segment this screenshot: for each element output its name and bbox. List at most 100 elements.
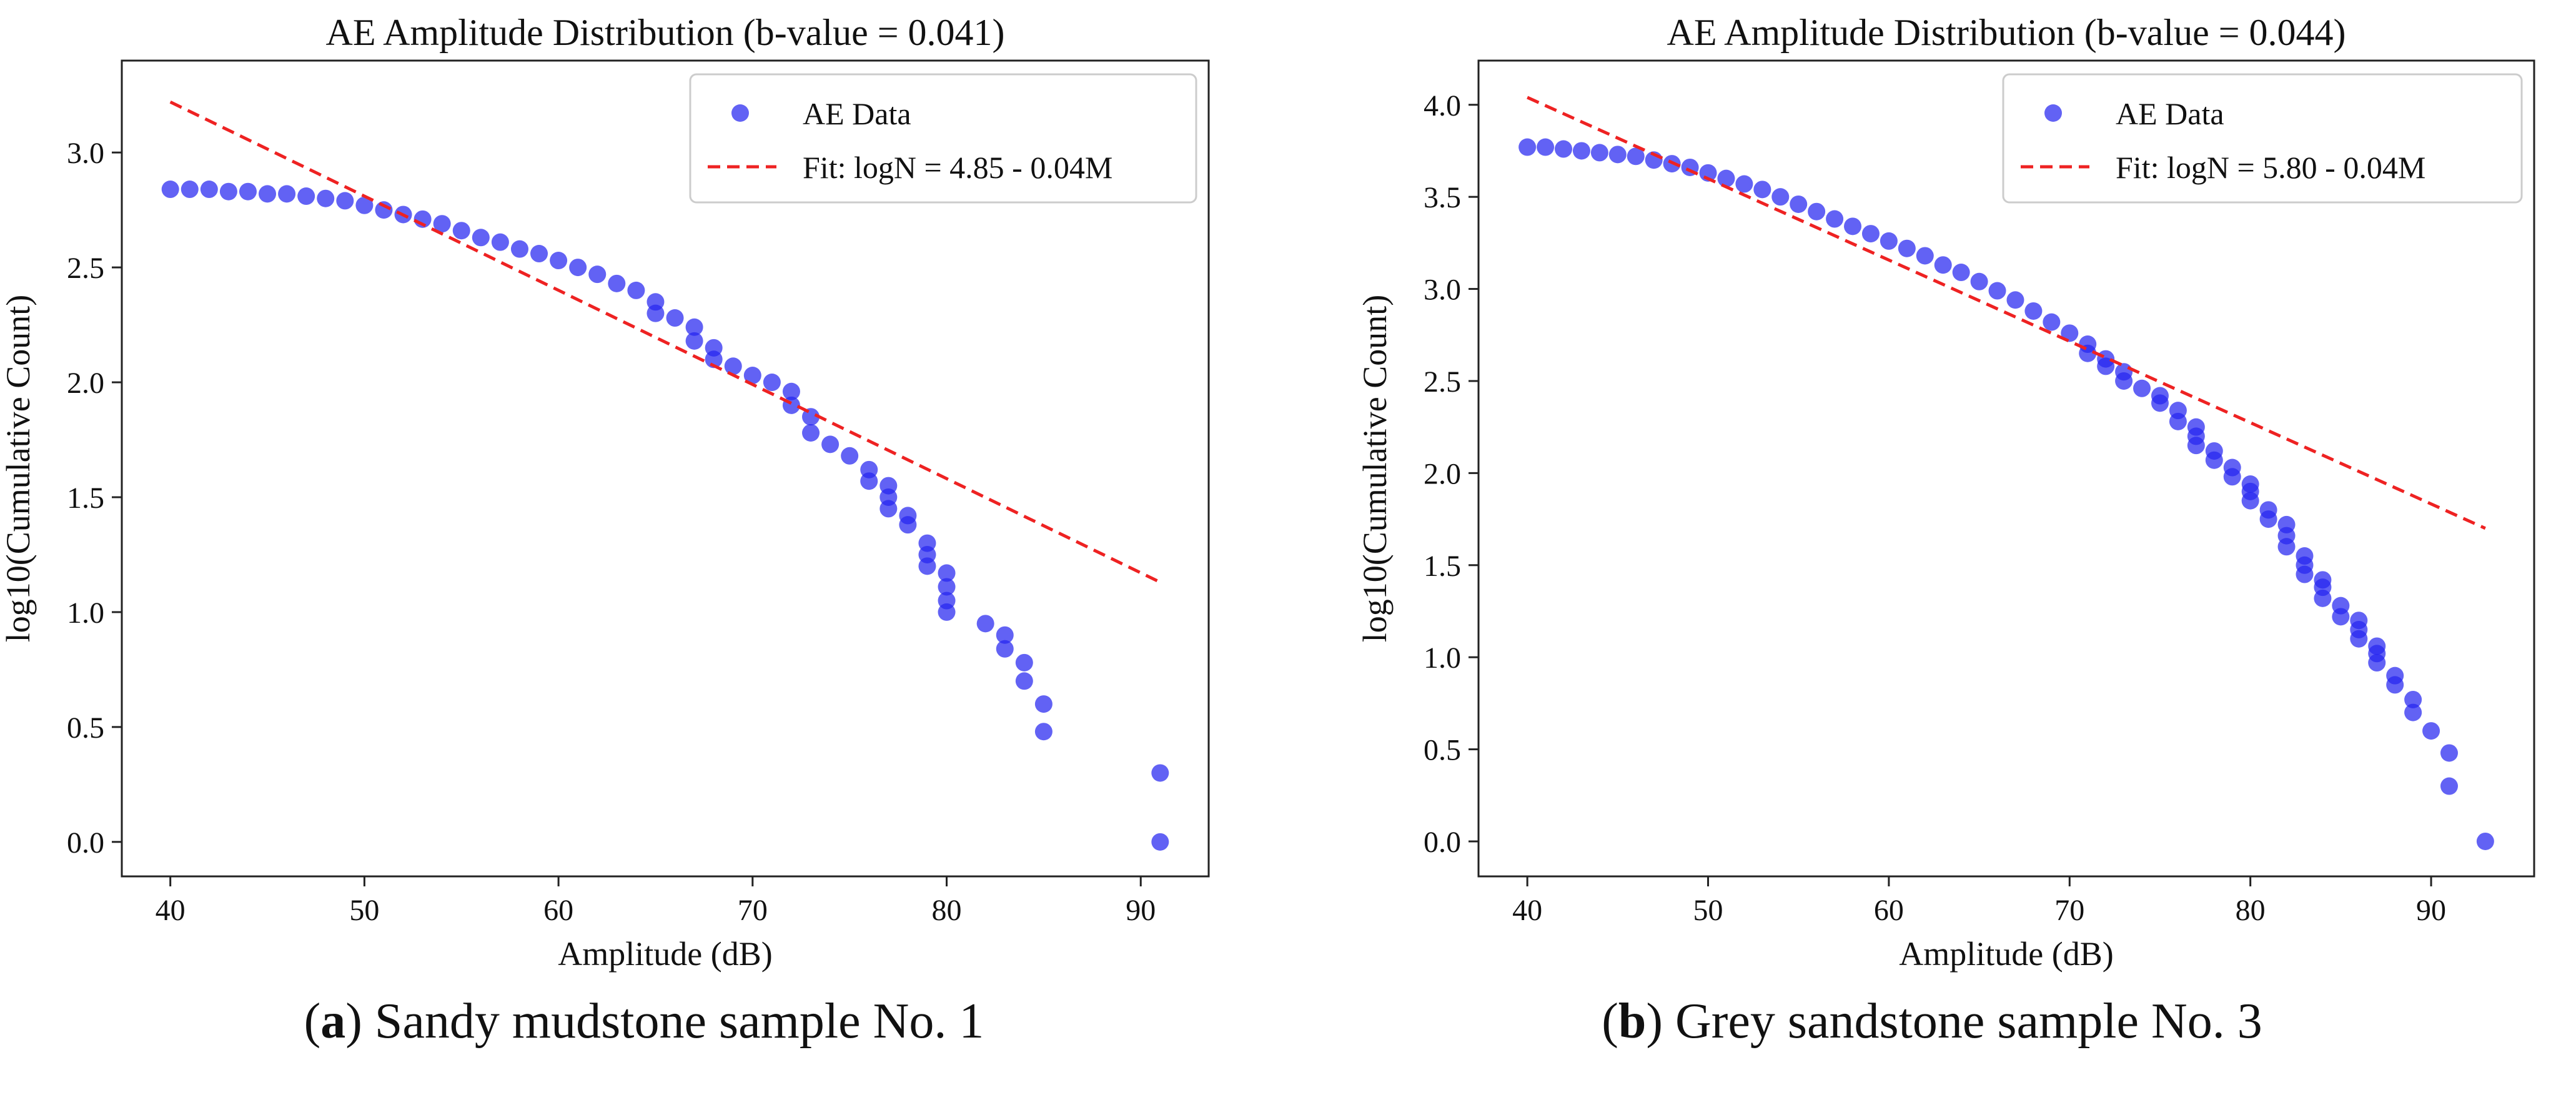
data-point <box>588 265 607 284</box>
data-point <box>2097 357 2115 375</box>
data-point <box>743 367 761 385</box>
data-point <box>472 229 490 247</box>
data-point <box>841 447 859 465</box>
data-point <box>530 245 548 263</box>
data-point <box>879 500 898 518</box>
data-point <box>1699 164 1717 182</box>
caption-b-text: Grey sandstone sample No. 3 <box>1675 994 2262 1049</box>
plot-frame <box>1477 59 2535 878</box>
caption-a: (a) Sandy mudstone sample No. 1 <box>304 994 984 1049</box>
data-point <box>2404 703 2422 721</box>
x-tick-label: 90 <box>2416 894 2446 927</box>
data-point <box>2440 744 2458 762</box>
data-point <box>1627 147 1645 166</box>
legend-marker-scatter <box>2044 104 2062 122</box>
data-point <box>1844 217 1862 235</box>
data-point <box>550 252 568 270</box>
data-point <box>996 640 1014 658</box>
data-point <box>278 185 296 203</box>
fit-line <box>169 100 1161 584</box>
data-point <box>336 192 354 210</box>
data-point <box>899 516 917 534</box>
data-point <box>1970 272 1988 290</box>
data-point <box>219 182 237 201</box>
data-point <box>608 274 626 292</box>
data-point <box>510 240 528 258</box>
data-point <box>1034 723 1053 741</box>
y-tick-label: 0.0 <box>67 826 104 860</box>
data-point <box>646 304 665 322</box>
legend-label-scatter: AE Data <box>2116 96 2224 131</box>
data-point <box>802 408 820 426</box>
data-point <box>2259 510 2277 528</box>
data-point <box>2024 302 2043 320</box>
data-point <box>2386 676 2404 694</box>
caption-a-letter: a <box>320 994 346 1049</box>
x-tick-label: 90 <box>1126 894 1156 927</box>
data-point <box>2440 777 2458 795</box>
data-point <box>705 350 723 369</box>
caption-b: (b) Grey sandstone sample No. 3 <box>1602 994 2262 1049</box>
data-point <box>1808 202 1826 220</box>
data-point <box>2223 468 2241 486</box>
data-point <box>1861 225 1880 243</box>
data-point <box>2151 394 2169 412</box>
y-axis-label: log10(Cumulative Count) <box>1356 295 1394 642</box>
data-point <box>938 564 956 582</box>
x-tick-label: 60 <box>543 894 573 927</box>
legend-label-line: Fit: logN = 5.80 - 0.04M <box>2116 150 2425 185</box>
y-tick-label: 2.5 <box>67 252 104 285</box>
data-point <box>1916 247 1934 265</box>
data-point <box>2205 451 2223 469</box>
data-point <box>1826 210 1844 228</box>
data-point <box>2043 313 2061 331</box>
data-point <box>1518 138 1537 156</box>
legend-marker-scatter <box>731 104 749 122</box>
data-point <box>938 578 956 596</box>
x-tick-label: 50 <box>349 894 379 927</box>
x-axis-label: Amplitude (dB) <box>1899 935 2113 973</box>
y-tick-label: 1.5 <box>67 482 104 515</box>
x-tick-label: 40 <box>156 894 186 927</box>
data-point <box>2314 589 2332 607</box>
legend-box <box>2002 73 2523 204</box>
data-point <box>2241 492 2259 510</box>
chart-title: AE Amplitude Distribution (b-value = 0.0… <box>1667 12 2346 53</box>
x-tick-label: 80 <box>932 894 962 927</box>
y-tick-label: 2.5 <box>1424 365 1461 399</box>
data-point <box>452 222 470 240</box>
chart-b: AE Amplitude Distribution (b-value = 0.0… <box>1356 12 2535 973</box>
data-point <box>297 187 315 206</box>
data-point <box>2187 437 2205 455</box>
data-point <box>2476 832 2494 850</box>
data-point <box>2422 722 2440 740</box>
data-point <box>1572 142 1590 160</box>
data-point <box>1988 282 2006 300</box>
plot-frame <box>121 59 1210 878</box>
data-point <box>2368 654 2386 672</box>
legend-label-scatter: AE Data <box>803 96 911 131</box>
fit-line <box>1527 96 2486 530</box>
y-tick-label: 2.0 <box>1424 457 1461 490</box>
data-point <box>1015 653 1033 671</box>
data-point <box>2404 690 2422 708</box>
x-tick-label: 60 <box>1874 894 1904 927</box>
data-point <box>239 182 257 201</box>
data-point <box>2061 324 2079 342</box>
data-point <box>2115 372 2133 390</box>
data-point <box>1880 232 1898 250</box>
data-point <box>685 318 703 336</box>
data-point <box>1934 256 1952 274</box>
data-point <box>259 185 277 203</box>
data-point <box>161 181 179 199</box>
data-point <box>996 626 1014 644</box>
x-tick-label: 80 <box>2236 894 2266 927</box>
caption-a-text: Sandy mudstone sample No. 1 <box>374 994 984 1049</box>
data-point <box>1537 138 1555 156</box>
data-point <box>1151 833 1169 851</box>
data-point <box>1034 695 1053 713</box>
x-tick-label: 40 <box>1512 894 1542 927</box>
data-point <box>918 557 936 575</box>
data-point <box>2296 565 2314 583</box>
